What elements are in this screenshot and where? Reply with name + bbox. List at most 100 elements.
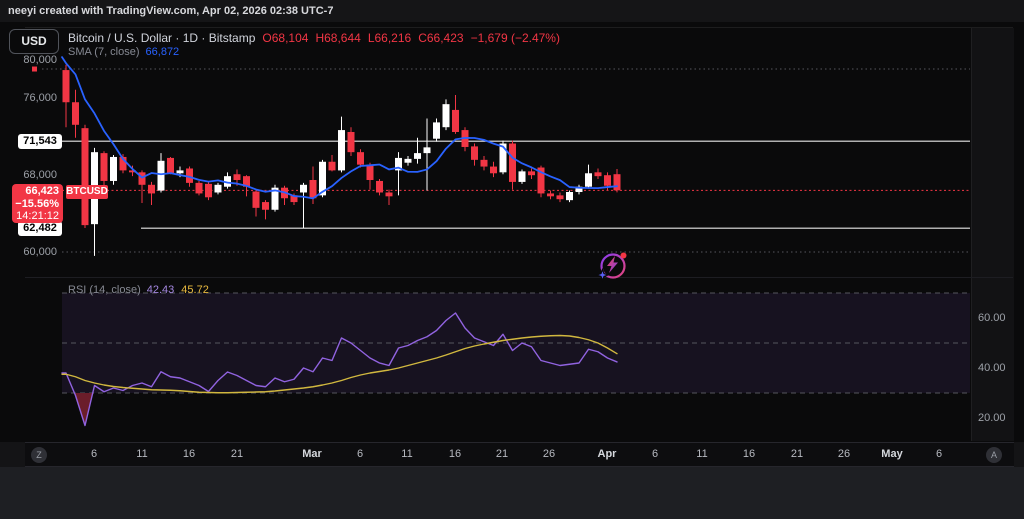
price-line-label-lower[interactable]: 62,482 [18, 220, 62, 236]
candle-body [300, 184, 307, 193]
ohlc-close: C66,423 [418, 31, 464, 45]
last-price: 66,423 [25, 185, 59, 197]
time-tick-6[interactable]: 6 [356, 448, 364, 460]
sma-legend: SMA (7, close) 66,872 [68, 46, 179, 58]
last-change-pct: −15.56% [15, 197, 59, 210]
candle-body [613, 174, 621, 191]
candle-body [395, 157, 402, 171]
price-scale-label: 60,000 [23, 246, 57, 258]
candle-body [604, 175, 611, 186]
currency-toggle-button[interactable]: USD [9, 29, 59, 54]
time-axis[interactable]: Z A 6 11 16 21 Mar 6 11 16 21 26 Apr 6 11 16 21 26 May 6 [25, 442, 1014, 467]
time-tick-16[interactable]: 16 [742, 448, 756, 460]
sma-value: 66,872 [145, 46, 180, 58]
time-tick-21[interactable]: 21 [790, 448, 804, 460]
candle-body [376, 180, 383, 193]
rsi-value: 42.43 [146, 284, 175, 296]
candle-body [148, 184, 155, 194]
symbol-description[interactable]: Bitcoin / U.S. Dollar · 1D · Bitstamp [68, 31, 256, 45]
time-tick-Apr[interactable]: Apr [597, 448, 617, 460]
time-tick-21[interactable]: 21 [230, 448, 244, 460]
rsi-label[interactable]: RSI (14, close) [68, 284, 141, 296]
time-tick-6[interactable]: 6 [90, 448, 98, 460]
candle-body [100, 153, 108, 181]
time-tick-11[interactable]: 11 [136, 448, 148, 460]
sparkle-icon [596, 267, 610, 283]
time-tick-21[interactable]: 21 [495, 448, 509, 460]
candle-body [176, 170, 184, 174]
candle-body [585, 173, 592, 187]
candle-body [537, 167, 545, 194]
price-scale-label: 80,000 [23, 54, 57, 66]
candle-body [566, 192, 573, 201]
time-tick-11[interactable]: 11 [401, 448, 413, 460]
candle-body [129, 170, 136, 173]
timezone-button[interactable]: Z [31, 447, 47, 463]
time-tick-11[interactable]: 11 [696, 448, 708, 460]
rsi-scale-label: 40.00 [978, 362, 1006, 374]
ohlc-open: O68,104 [262, 31, 309, 45]
candle-body [195, 182, 203, 194]
symbol-price-tag: BTCUSD [66, 185, 108, 199]
candle-body [224, 176, 231, 187]
candle-body [499, 143, 507, 173]
candle-body [262, 202, 269, 210]
sma-label[interactable]: SMA (7, close) [68, 46, 140, 58]
candle-body [243, 176, 250, 187]
price-scale-label: 76,000 [23, 92, 57, 105]
candle-body [357, 152, 364, 165]
time-tick-26[interactable]: 26 [837, 448, 851, 460]
price-line-label-upper[interactable]: 71,543 [18, 133, 62, 149]
notification-dot [620, 252, 627, 259]
lightning-bolt-icon [607, 256, 618, 273]
candle-body [509, 143, 516, 182]
time-tick-Mar[interactable]: Mar [302, 448, 322, 460]
rsi-line [61, 312, 618, 427]
last-price-box: 66,423 −15.56% 14:21:12 [12, 184, 63, 223]
flash-circle [600, 253, 626, 279]
ohlc-high: H68,644 [315, 31, 361, 45]
sma-line [61, 56, 618, 200]
rsi-scale-label: 20.00 [978, 412, 1006, 424]
time-tick-6[interactable]: 6 [651, 448, 659, 460]
chart-background[interactable] [0, 22, 1024, 442]
candle-body [233, 174, 241, 180]
pane-separator[interactable] [25, 277, 1013, 278]
footer-bar: TradingView [0, 467, 1024, 519]
flash-ai-icon[interactable] [596, 249, 630, 283]
candle-body [556, 195, 564, 200]
candle-body [205, 183, 212, 198]
ohlc-change: −1,679 (−2.47%) [470, 31, 560, 45]
candle-body [347, 132, 355, 153]
candle-body [186, 168, 193, 183]
right-price-scale[interactable] [971, 28, 1014, 441]
candle-body [72, 102, 79, 125]
alert-marker [32, 66, 37, 72]
candle-body [575, 186, 583, 192]
candle-body [214, 184, 222, 193]
candle-body [319, 161, 326, 196]
candle-body [338, 130, 345, 171]
widget-top-border [25, 27, 1013, 28]
axis-settings-button[interactable]: A [986, 447, 1002, 463]
price-scale-label: 68,000 [23, 169, 57, 182]
time-tick-16[interactable]: 16 [448, 448, 462, 460]
candle-body [547, 193, 554, 197]
time-tick-May[interactable]: May [881, 448, 903, 460]
time-tick-16[interactable]: 16 [182, 448, 196, 460]
rsi-ma-line [61, 334, 618, 394]
candle-body [271, 187, 279, 210]
candle-body [490, 166, 497, 174]
candle-body [366, 164, 374, 180]
candle-body [385, 192, 393, 197]
time-tick-6[interactable]: 6 [935, 448, 943, 460]
bar-countdown: 14:21:12 [16, 210, 59, 222]
candle-body [414, 153, 421, 159]
candle-body [157, 160, 165, 191]
rsi-scale-label: 60.00 [978, 312, 1006, 324]
candle-body [119, 156, 127, 171]
rsi-legend: RSI (14, close) 42.43 45.72 [68, 284, 209, 296]
time-tick-26[interactable]: 26 [542, 448, 556, 460]
candle-body [290, 195, 298, 203]
